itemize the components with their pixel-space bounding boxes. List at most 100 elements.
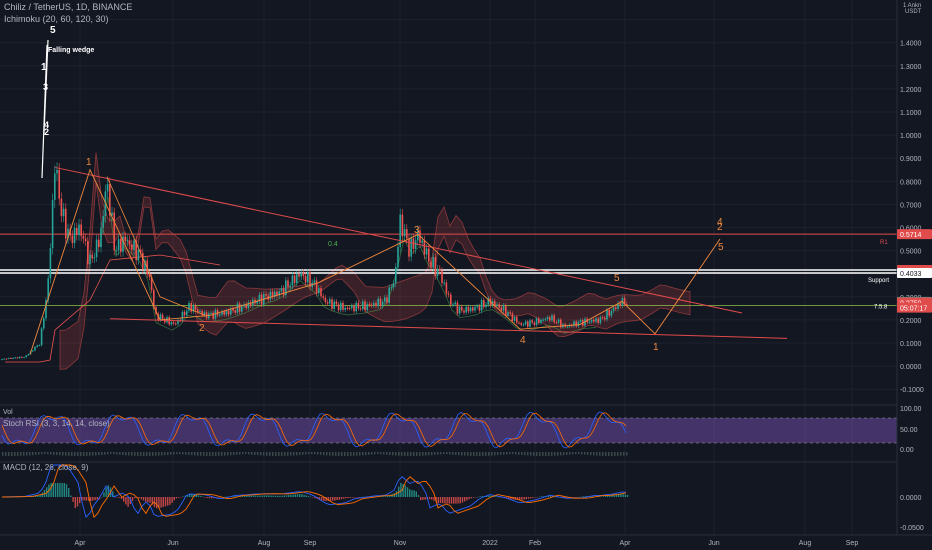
candle-body xyxy=(247,302,250,309)
volume-bar xyxy=(404,452,406,456)
candle-body xyxy=(480,300,483,311)
volume-bar xyxy=(491,452,493,456)
wave-white-3: 3 xyxy=(43,82,48,92)
candle-body xyxy=(93,257,96,259)
volume-bar xyxy=(107,452,109,455)
candle-body xyxy=(232,308,234,311)
macd-hist-bar xyxy=(565,497,567,499)
macd-hist-bar xyxy=(402,484,404,497)
candle-body xyxy=(219,314,221,316)
time-axis[interactable]: Apr Jun Aug Sep Nov 2022 Feb Apr Jun Aug Sep xyxy=(0,534,932,547)
wave-projection-4: 4 xyxy=(717,217,723,228)
macd-hist-bar xyxy=(314,497,316,499)
candle-body xyxy=(593,319,595,322)
macd-hist-bar xyxy=(468,497,470,500)
ichimoku-legend[interactable]: Ichimoku (20, 60, 120, 30) xyxy=(4,14,109,24)
candle-body xyxy=(313,280,316,283)
candle-body xyxy=(320,288,322,297)
candle-body xyxy=(601,317,604,319)
volume-bar xyxy=(17,452,19,456)
volume-bar xyxy=(86,452,88,456)
candle-body xyxy=(153,290,155,307)
macd-hist-bar xyxy=(266,495,268,497)
volume-bar xyxy=(170,452,172,455)
stoch-rsi-pane: Vol Stoch RSI (3, 3, 14, 14, close) xyxy=(0,404,897,456)
macd-hist-bar xyxy=(285,495,288,497)
macd-hist-bar xyxy=(259,495,261,497)
macd-hist-bar xyxy=(101,496,103,498)
macd-hist-bar xyxy=(92,497,94,501)
volume-bar xyxy=(281,452,283,456)
volume-bar xyxy=(8,452,10,456)
macd-hist-bar xyxy=(415,491,417,497)
volume-bar xyxy=(431,452,433,456)
macd-hist-bar xyxy=(521,497,523,500)
volume-bar xyxy=(140,452,142,456)
candle-body xyxy=(34,346,36,351)
candle-body xyxy=(38,345,41,347)
volume-bar xyxy=(512,452,514,455)
candle-body xyxy=(170,322,173,325)
volume-bar xyxy=(572,452,574,455)
time-tick: Apr xyxy=(75,540,87,547)
candle-body xyxy=(478,306,481,311)
macd-hist-bar xyxy=(428,497,431,500)
candle-body xyxy=(78,224,80,236)
volume-bar xyxy=(245,452,247,455)
candle-body xyxy=(210,312,212,314)
wave-orange-4: 4 xyxy=(520,335,526,346)
candle-body xyxy=(60,198,63,217)
price-label-box xyxy=(897,267,932,278)
candle-body xyxy=(443,282,445,284)
candle-body xyxy=(335,301,338,305)
volume-bar xyxy=(113,452,115,455)
candle-body xyxy=(505,305,507,316)
candle-body xyxy=(54,173,56,200)
candle-body xyxy=(434,257,437,276)
candle-body xyxy=(375,302,377,307)
volume-bar xyxy=(488,452,490,456)
candle-body xyxy=(467,306,470,312)
candle-body xyxy=(236,303,239,313)
candle-body xyxy=(357,302,360,309)
macd-hist-bar xyxy=(490,495,492,497)
volume-bar xyxy=(257,452,259,456)
macd-hist-bar xyxy=(400,483,402,497)
volume-bar xyxy=(614,452,616,456)
volume-bar xyxy=(605,452,607,456)
time-tick: Feb xyxy=(529,540,541,547)
candle-body xyxy=(575,321,577,327)
macd-signal-line xyxy=(2,464,627,519)
volume-bar xyxy=(254,452,256,455)
stoch-tick: 0.00 xyxy=(900,447,914,454)
macd-hist-bar xyxy=(497,496,499,498)
macd-hist-bar xyxy=(248,495,250,497)
wave-sub-path xyxy=(106,176,206,316)
candle-body xyxy=(469,307,472,312)
candle-body xyxy=(590,319,593,322)
volume-bar xyxy=(56,452,58,456)
candle-body xyxy=(71,235,74,244)
macd-hist-bar xyxy=(72,497,74,502)
macd-hist-bar xyxy=(235,496,237,497)
macd-hist-bar xyxy=(481,496,483,497)
volume-bar xyxy=(434,452,436,455)
candle-body xyxy=(507,312,509,316)
candle-body xyxy=(175,323,177,325)
candle-body xyxy=(133,240,135,250)
time-tick: Nov xyxy=(394,540,407,547)
candle-body xyxy=(401,214,404,237)
candle-body xyxy=(186,310,188,316)
macd-hist-bar xyxy=(470,497,472,499)
macd-hist-bar xyxy=(178,497,180,498)
volume-bar xyxy=(317,452,319,455)
macd-hist-bar xyxy=(382,496,384,497)
macd-hist-bar xyxy=(516,497,519,500)
candle-body xyxy=(223,311,225,315)
macd-hist-bar xyxy=(263,495,266,497)
macd-hist-bar xyxy=(453,497,455,504)
volume-bar xyxy=(20,452,22,456)
macd-hist-bar xyxy=(171,497,173,503)
